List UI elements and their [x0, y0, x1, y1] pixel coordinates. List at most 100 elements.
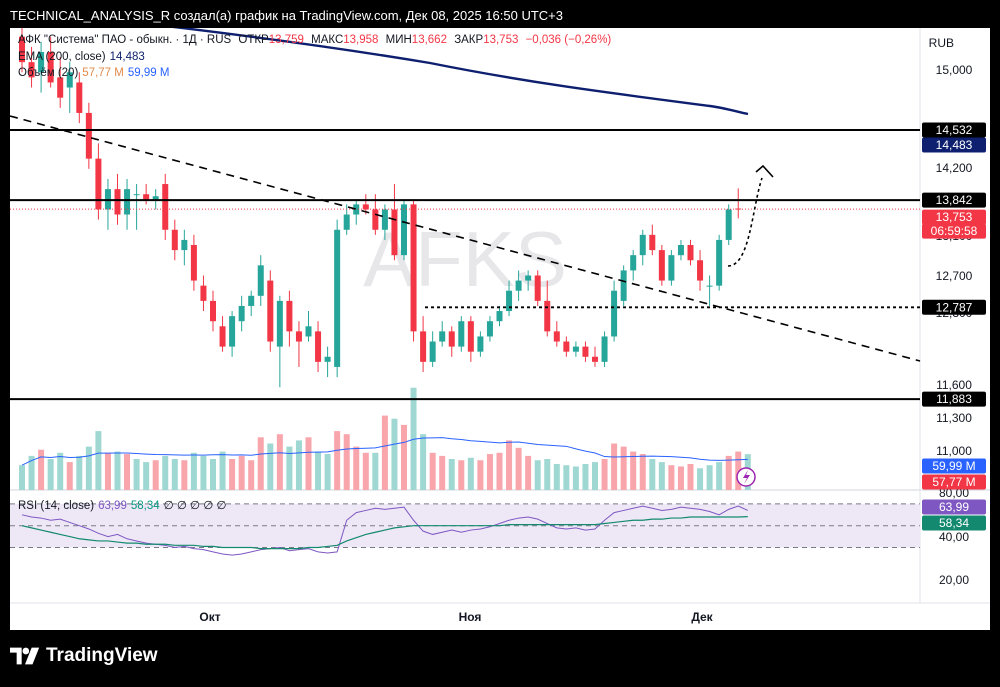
candle [611, 290, 618, 337]
price-chart[interactable]: AFKS 15,00014,20013,50013,10012,70012,30… [10, 28, 990, 630]
candle [210, 300, 216, 322]
volume-bar [553, 463, 560, 490]
volume-bar [257, 437, 264, 490]
volume-bar [725, 455, 732, 490]
candle [114, 189, 121, 215]
volume-bar [515, 447, 522, 490]
volume-bar [639, 454, 646, 490]
alert-icon-bolt [743, 470, 750, 484]
volume-bar [28, 455, 35, 490]
volume-bar [324, 454, 331, 490]
candle [143, 194, 150, 200]
volume-legend[interactable]: Объём (20) 57,77 M 59,99 M [18, 67, 173, 79]
candle [47, 51, 54, 83]
candle [38, 51, 45, 73]
volume-bar [85, 446, 92, 490]
volume-bar [315, 451, 322, 490]
volume-bar [477, 460, 484, 490]
volume-bar [124, 454, 131, 490]
time-axis-label: Ноя [459, 610, 482, 624]
volume-bar [677, 466, 684, 490]
candle [305, 326, 312, 337]
volume-bar [362, 452, 369, 490]
volume-bar [506, 440, 513, 490]
volume-bar [95, 431, 102, 490]
volume-bar [248, 460, 255, 490]
candle [439, 331, 446, 342]
volume-label: Объём (20) [18, 67, 79, 79]
candle [725, 209, 732, 240]
candle [76, 82, 83, 113]
ema-legend[interactable]: EMA (200, close) 14,483 [18, 51, 149, 63]
volume-bar [171, 459, 178, 490]
volume-bar [181, 460, 188, 490]
volume-last-label: 57,77 M [932, 475, 975, 489]
volume-bar [687, 463, 694, 490]
candle [334, 229, 341, 367]
price-label-ema: 14,483 [936, 138, 973, 152]
volume-bar [658, 462, 665, 490]
close-value: 13,753 [483, 34, 519, 46]
rsi-axis-tick: 20,00 [939, 573, 969, 587]
volume-bar [372, 452, 379, 490]
candle [133, 194, 140, 196]
candle [572, 346, 579, 352]
candle [238, 305, 245, 322]
high-value: 13,958 [343, 34, 379, 46]
volume-bar [391, 418, 398, 490]
trend-line [10, 115, 921, 362]
chart-panel[interactable]: AFKS 15,00014,20013,50013,10012,70012,30… [10, 28, 990, 630]
candle [515, 280, 522, 291]
candle [410, 204, 417, 332]
candle [324, 356, 331, 362]
candle [391, 209, 398, 256]
low-label: МИН [385, 34, 412, 46]
candle [200, 285, 207, 301]
volume-bar [697, 468, 704, 490]
volume-bar [133, 459, 140, 490]
volume-bar [735, 451, 742, 490]
candle [668, 255, 675, 281]
candle [19, 36, 25, 63]
volume-bar [544, 459, 551, 490]
candle [315, 331, 322, 362]
volume-bar [295, 440, 302, 490]
candle [295, 331, 302, 342]
open-value: 13,759 [268, 34, 304, 46]
rsi-label: RSI (14, close) [18, 500, 95, 512]
volume-bar [190, 452, 197, 490]
ema-value: 14,483 [109, 51, 145, 63]
candle [57, 77, 64, 98]
volume-bar [467, 457, 474, 490]
candle [248, 295, 255, 306]
candle [658, 250, 665, 281]
projection-arrow-head [755, 164, 774, 178]
close-label: ЗАКР [454, 34, 484, 46]
volume-bar [47, 459, 54, 490]
currency-label[interactable]: RUB [928, 36, 954, 50]
volume-bar [582, 463, 589, 490]
candle [467, 321, 474, 352]
volume-bar [668, 465, 675, 490]
rsi-legend[interactable]: RSI (14, close) 63,99 58,34 ∅ ∅ ∅ ∅ ∅ [18, 498, 231, 512]
ema-label: EMA (200, close) [18, 51, 106, 63]
candle [716, 239, 723, 286]
candle [697, 260, 704, 281]
rsi-ma-label: 58,34 [939, 516, 969, 530]
candle [286, 300, 293, 332]
volume-ma-label-box [922, 458, 986, 474]
candle [448, 331, 455, 347]
rsi-ma-label-box [922, 515, 986, 531]
volume-bar [286, 446, 293, 490]
volume-bar [439, 455, 446, 490]
rsi-line [21, 505, 749, 556]
price-axis-tick: 14,200 [936, 161, 973, 175]
time-axis-label: Дек [691, 610, 713, 624]
price-label-last: 13,753 [936, 210, 973, 224]
candle [639, 234, 646, 256]
candle [649, 234, 656, 251]
volume-bar [276, 434, 283, 490]
rsi-value-label-box [922, 499, 986, 515]
volume-bar [305, 437, 312, 490]
volume-bar [143, 462, 150, 490]
